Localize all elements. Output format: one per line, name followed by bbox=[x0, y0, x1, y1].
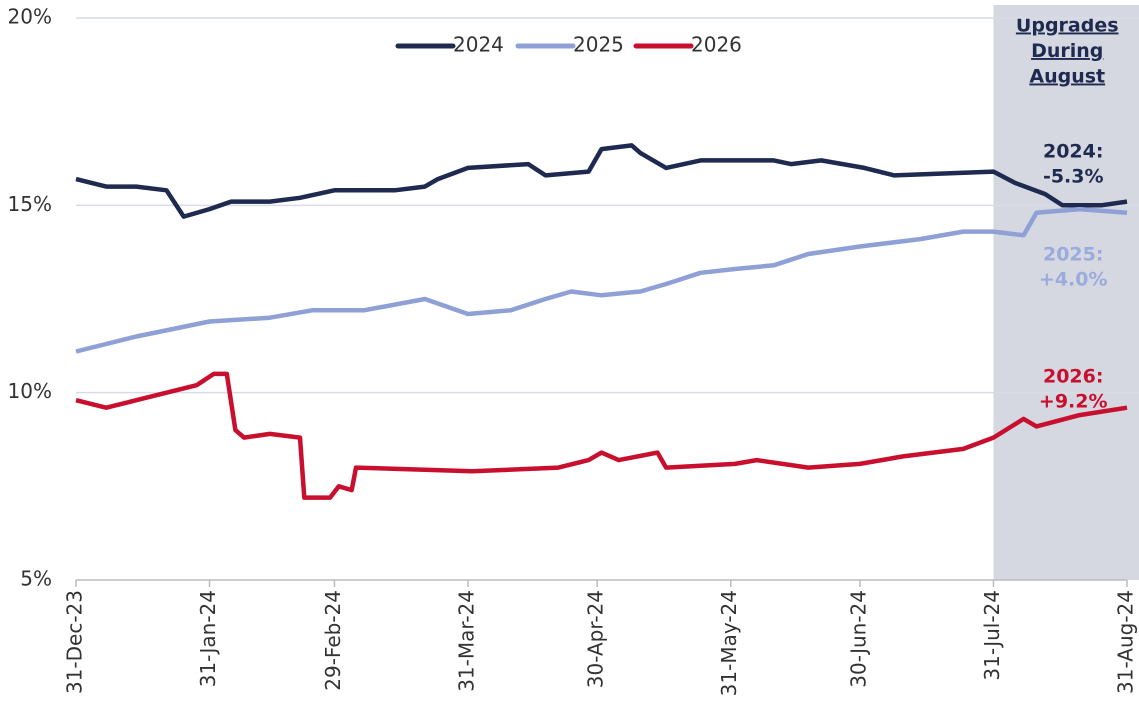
region-label: Upgrades bbox=[1016, 15, 1119, 37]
y-tick-label: 10% bbox=[8, 379, 52, 403]
series-line bbox=[75, 143, 1128, 219]
x-tick-label: 31-Dec-23 bbox=[63, 590, 87, 694]
annotation: 2025: bbox=[1043, 244, 1103, 266]
region-label: During bbox=[1031, 40, 1103, 62]
annotation: 2024: bbox=[1043, 141, 1103, 163]
series-line bbox=[75, 371, 1128, 500]
y-tick-label: 20% bbox=[8, 5, 52, 29]
series-line bbox=[75, 206, 1128, 354]
legend-label: 2026 bbox=[691, 33, 742, 57]
x-tick-label: 31-Mar-24 bbox=[454, 590, 478, 692]
annotation: -5.3% bbox=[1043, 166, 1104, 188]
legend-label: 2025 bbox=[573, 33, 624, 57]
x-tick-label: 31-Jul-24 bbox=[980, 590, 1004, 681]
shaded-region bbox=[993, 5, 1139, 580]
annotation: 2026: bbox=[1043, 366, 1103, 388]
region-label: August bbox=[1029, 66, 1105, 88]
legend-label: 2024 bbox=[453, 33, 504, 57]
x-tick-label: 31-Aug-24 bbox=[1114, 590, 1138, 694]
annotation: +4.0% bbox=[1039, 269, 1108, 291]
y-tick-label: 5% bbox=[20, 567, 52, 591]
x-tick-label: 29-Feb-24 bbox=[321, 590, 345, 691]
x-tick-label: 30-Jun-24 bbox=[846, 590, 870, 688]
x-tick-label: 31-Jan-24 bbox=[196, 590, 220, 687]
y-tick-label: 15% bbox=[8, 192, 52, 216]
x-tick-label: 30-Apr-24 bbox=[584, 590, 608, 688]
x-tick-label: 31-May-24 bbox=[717, 590, 741, 696]
annotation: +9.2% bbox=[1039, 391, 1108, 413]
